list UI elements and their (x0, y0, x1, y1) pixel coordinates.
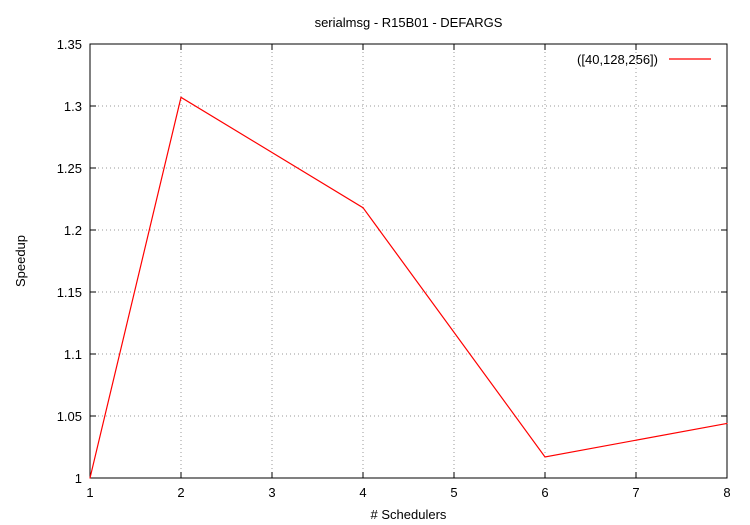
plot-frame (89, 43, 728, 479)
x-tick-label: 7 (632, 485, 639, 500)
x-axis-label: # Schedulers (371, 507, 447, 522)
y-tick-label: 1.25 (57, 161, 82, 176)
x-tick-label: 2 (177, 485, 184, 500)
series-layer (89, 96, 728, 479)
x-tick-labels: 1 2 3 4 5 6 7 8 (86, 485, 730, 500)
x-tick-label: 6 (541, 485, 548, 500)
y-tick-label: 1.35 (57, 37, 82, 52)
x-tick-label: 8 (723, 485, 730, 500)
data-point (362, 207, 364, 209)
x-tick-label: 3 (268, 485, 275, 500)
y-tick-label: 1.3 (64, 99, 82, 114)
y-tick-label: 1.2 (64, 223, 82, 238)
y-axis-label: Speedup (13, 235, 28, 287)
data-point (544, 456, 546, 458)
y-tick-label: 1.05 (57, 409, 82, 424)
y-tick-labels: 1 1.05 1.1 1.15 1.2 1.25 1.3 1.35 (57, 37, 82, 486)
grid-lines (90, 44, 727, 478)
data-point (180, 96, 182, 98)
legend-label: ([40,128,256]) (577, 52, 658, 67)
data-point (726, 422, 728, 425)
y-tick-label: 1 (75, 471, 82, 486)
data-point (89, 477, 91, 479)
x-tick-label: 5 (450, 485, 457, 500)
axis-ticks (89, 43, 728, 479)
chart-title: serialmsg - R15B01 - DEFARGS (315, 15, 503, 30)
x-tick-label: 4 (359, 485, 366, 500)
y-tick-label: 1.1 (64, 347, 82, 362)
series-line (89, 96, 728, 479)
y-tick-label: 1.15 (57, 285, 82, 300)
legend: ([40,128,256]) (577, 52, 711, 67)
x-tick-label: 1 (86, 485, 93, 500)
